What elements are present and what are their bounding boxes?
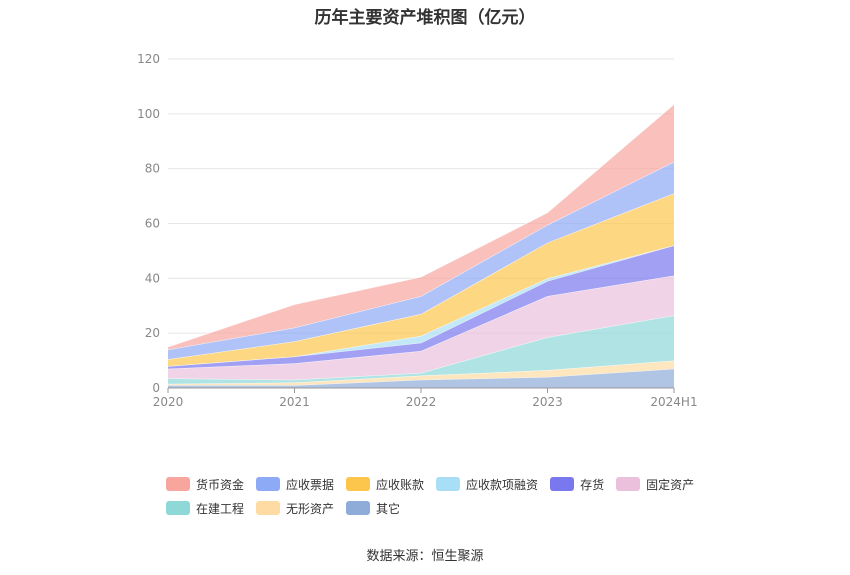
x-tick-label: 2020 <box>153 395 184 409</box>
y-tick-label: 120 <box>137 52 160 66</box>
area-edge-货币资金 <box>167 103 675 348</box>
area-在建工程 <box>168 315 674 384</box>
area-应收账款 <box>168 193 674 367</box>
legend-item[interactable]: 其它 <box>346 500 400 517</box>
legend-item[interactable]: 存货 <box>550 476 604 493</box>
legend-item[interactable]: 应收账款 <box>346 476 424 493</box>
x-tick-label: 2023 <box>532 395 563 409</box>
data-source: 数据来源：恒生聚源 <box>366 549 484 564</box>
legend-swatch <box>550 477 575 491</box>
legend-label: 无形资产 <box>286 501 335 516</box>
area-其它 <box>168 368 674 388</box>
legend-label: 固定资产 <box>646 477 695 492</box>
axes: 0 20 40 60 80 100 120 2020 2021 2022 2023 2024H1 <box>137 52 698 409</box>
legend-label: 应收账款 <box>376 477 425 492</box>
y-tick-label: 100 <box>137 107 160 121</box>
legend-swatch <box>256 477 281 491</box>
x-tick-label: 2022 <box>406 395 437 409</box>
legend-label: 货币资金 <box>196 477 245 492</box>
legend-label: 在建工程 <box>196 501 245 516</box>
legend-swatch <box>166 477 190 491</box>
legend-item[interactable]: 货币资金 <box>166 476 244 493</box>
area-无形资产 <box>168 360 674 386</box>
area-应收款项融资 <box>168 245 674 367</box>
legend-swatch <box>346 477 371 491</box>
legend-item[interactable]: 应收票据 <box>256 476 334 493</box>
legend-item[interactable]: 应收款项融资 <box>436 476 538 493</box>
area-series <box>167 103 675 388</box>
legend-item[interactable]: 固定资产 <box>616 476 694 493</box>
y-tick-label: 0 <box>152 381 160 395</box>
y-tick-label: 60 <box>145 217 160 231</box>
legend-swatch <box>346 501 371 515</box>
chart-title: 历年主要资产堆积图（亿元） <box>314 8 536 28</box>
legend-row: 货币资金 应收票据 应收账款 应收款项融资 存货 固定资产 <box>166 472 726 496</box>
legend-label: 其它 <box>376 501 401 516</box>
legend-label: 应收票据 <box>286 477 335 492</box>
area-存货 <box>168 245 674 369</box>
x-tick-label: 2021 <box>279 395 310 409</box>
legend-swatch <box>436 477 461 491</box>
legend-item[interactable]: 无形资产 <box>256 500 334 517</box>
legend-swatch <box>256 501 281 515</box>
legend-swatch <box>616 477 641 491</box>
legend-label: 存货 <box>580 477 605 492</box>
legend-row: 在建工程 无形资产 其它 <box>166 496 726 520</box>
legend-swatch <box>166 501 190 515</box>
legend: 货币资金 应收票据 应收账款 应收款项融资 存货 固定资产在建工程 无形资产 其它 <box>166 472 726 520</box>
y-tick-label: 20 <box>145 326 160 340</box>
x-tick-label: 2024H1 <box>650 395 697 409</box>
y-tick-label: 80 <box>145 162 160 176</box>
legend-item[interactable]: 在建工程 <box>166 500 244 517</box>
area-固定资产 <box>168 275 674 380</box>
y-tick-label: 40 <box>145 271 160 285</box>
legend-label: 应收款项融资 <box>466 477 539 492</box>
